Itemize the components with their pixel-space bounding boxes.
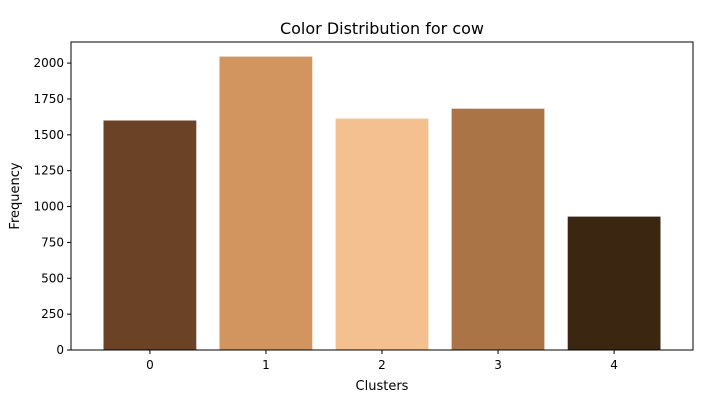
y-tick-label: 2000 — [33, 56, 64, 70]
bars-layer — [103, 56, 661, 350]
bar-cluster-3 — [451, 108, 545, 350]
bar-cluster-0 — [103, 120, 197, 350]
bar-cluster-2 — [335, 118, 429, 350]
y-tick-label: 1500 — [33, 128, 64, 142]
x-tick-label: 4 — [610, 358, 618, 372]
x-tick-label: 3 — [494, 358, 502, 372]
x-axis-label: Clusters — [356, 379, 409, 394]
y-axis-ticks: 0 250 500 750 1000 1250 1500 1750 2000 — [33, 56, 71, 357]
bar-cluster-1 — [219, 56, 313, 350]
y-tick-label: 1000 — [33, 200, 64, 214]
chart-title: Color Distribution for cow — [280, 19, 484, 38]
y-tick-label: 0 — [56, 343, 64, 357]
y-tick-label: 500 — [41, 271, 64, 285]
x-tick-label: 2 — [378, 358, 386, 372]
x-tick-label: 1 — [262, 358, 270, 372]
bar-cluster-4 — [567, 216, 661, 350]
y-axis-label: Frequency — [8, 162, 23, 229]
y-tick-label: 750 — [41, 235, 64, 249]
y-tick-label: 1250 — [33, 164, 64, 178]
y-tick-label: 250 — [41, 307, 64, 321]
x-axis-ticks: 0 1 2 3 4 — [146, 350, 618, 372]
y-tick-label: 1750 — [33, 92, 64, 106]
x-tick-label: 0 — [146, 358, 154, 372]
